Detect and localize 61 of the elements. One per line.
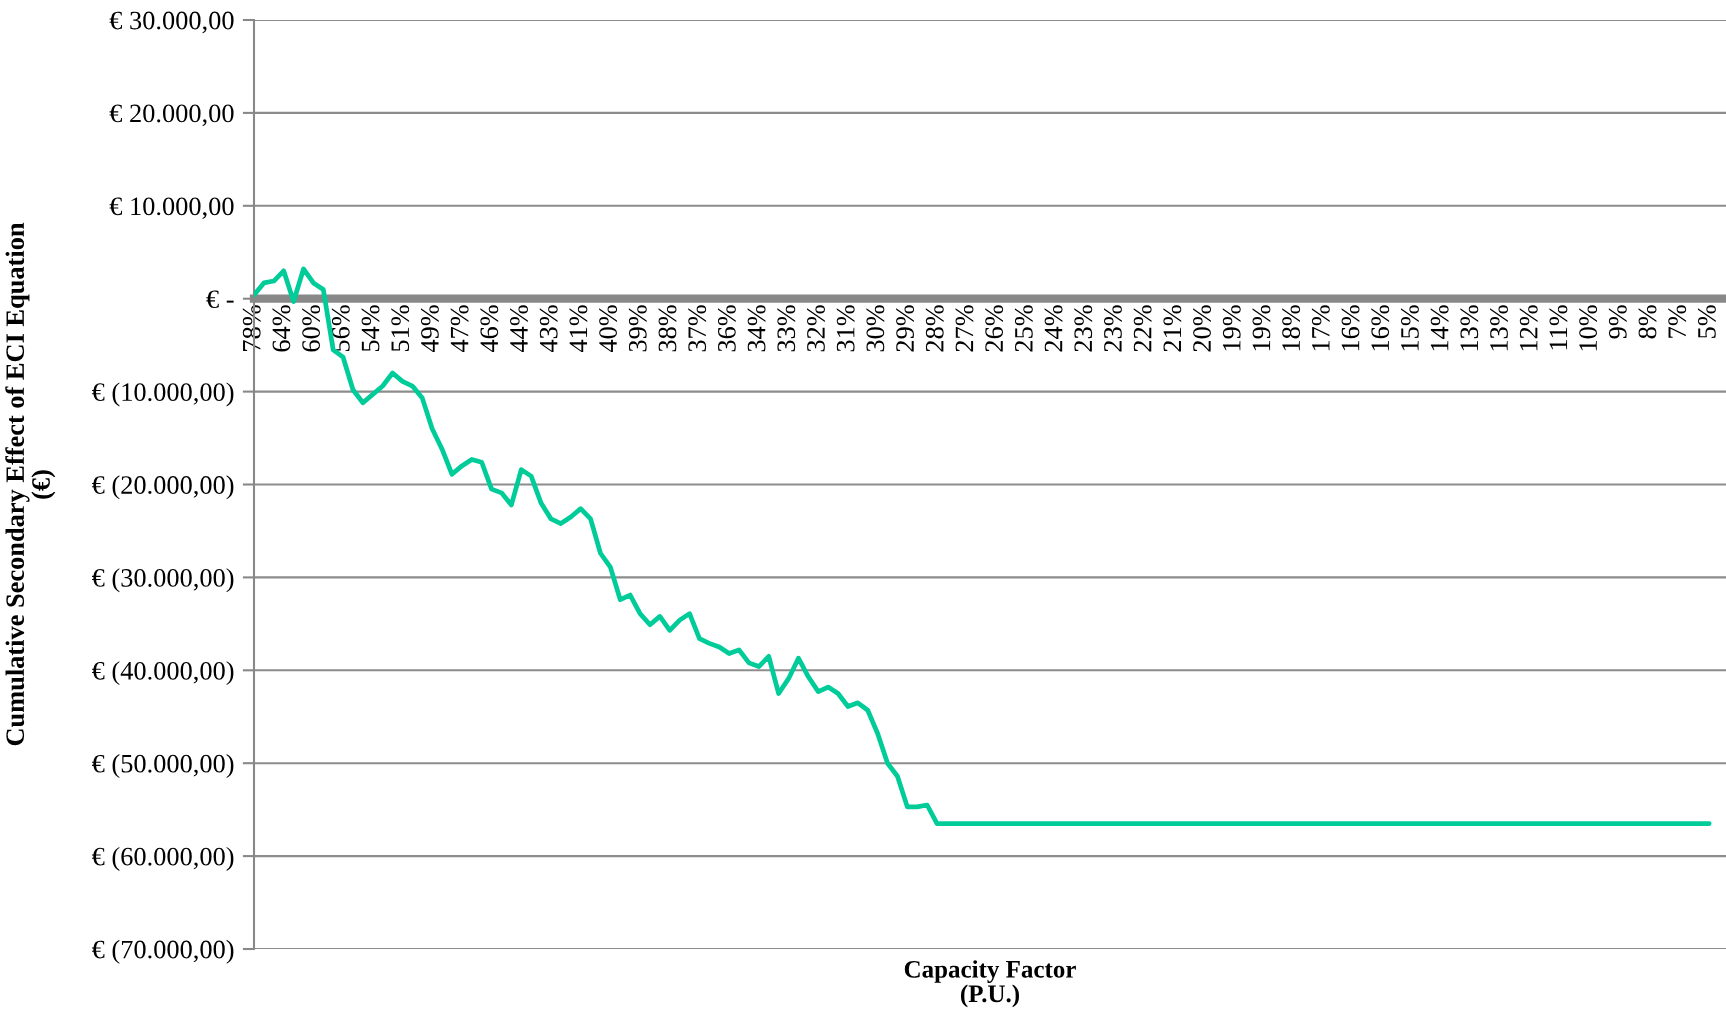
- x-tick-label: 18%: [1282, 305, 1301, 351]
- y-tick-label: € 30.000,00: [109, 11, 234, 34]
- x-tick-label: 10%: [1579, 305, 1598, 351]
- x-tick-label: 21%: [1163, 305, 1182, 352]
- x-tick-label: 5%: [1697, 305, 1716, 338]
- x-tick-label: 46%: [480, 305, 499, 353]
- x-tick-label: 7%: [1668, 305, 1687, 338]
- x-tick-label: 13%: [1490, 305, 1508, 351]
- x-tick-label: 22%: [1133, 305, 1152, 352]
- x-tick-label: 60%: [302, 305, 321, 352]
- y-tick-label: € -: [206, 290, 234, 309]
- x-tick-label: 47%: [450, 305, 469, 353]
- x-tick-label: 23%: [1104, 305, 1122, 352]
- x-tick-label: 23%: [1074, 305, 1093, 352]
- x-tick-label: 28%: [925, 305, 944, 352]
- x-tick-label: 43%: [539, 305, 558, 353]
- x-tick-label: 31%: [836, 305, 855, 352]
- x-tick-label: 14%: [1430, 305, 1449, 351]
- x-tick-label: 32%: [807, 305, 825, 352]
- x-tick-label: 12%: [1519, 305, 1538, 351]
- x-tick-label: 19%: [1252, 305, 1271, 351]
- x-tick-label: 25%: [1014, 305, 1033, 352]
- x-tick-label: 38%: [658, 305, 677, 352]
- x-tick-label: 40%: [599, 305, 618, 353]
- y-tick-label: € (30.000,00): [92, 568, 234, 593]
- y-tick-label: € (70.000,00): [92, 939, 234, 964]
- x-tick-label: 29%: [896, 305, 915, 352]
- x-tick-label: 19%: [1222, 305, 1241, 351]
- x-tick-label: 30%: [866, 305, 885, 352]
- x-tick-label: 37%: [688, 305, 707, 352]
- x-tick-label: 44%: [510, 305, 528, 353]
- y-tick-label: € (50.000,00): [92, 754, 234, 778]
- x-tick-label: 54%: [361, 305, 380, 352]
- y-tick-label: € 20.000,00: [109, 104, 234, 127]
- x-tick-label: 41%: [569, 305, 588, 353]
- x-tick-label: 11%: [1549, 305, 1568, 350]
- x-tick-label: 39%: [628, 305, 647, 352]
- x-tick-label: 64%: [272, 305, 291, 352]
- x-axis-title: Capacity Factor (P.U.): [904, 960, 1076, 1008]
- x-tick-label: 36%: [717, 305, 736, 352]
- x-tick-label: 49%: [420, 305, 439, 353]
- x-tick-label: 33%: [777, 305, 796, 352]
- y-axis-title: Cumulative Secondary Effect of ECI Equation (€): [5, 222, 56, 746]
- x-tick-label: 15%: [1400, 305, 1419, 351]
- x-tick-label: 13%: [1460, 305, 1479, 351]
- x-tick-label: 27%: [955, 305, 974, 352]
- x-tick-label: 17%: [1311, 305, 1330, 351]
- y-tick-label: € (20.000,00): [92, 475, 234, 500]
- x-tick-label: 24%: [1044, 305, 1063, 352]
- x-tick-label: 8%: [1638, 305, 1657, 339]
- y-tick-label: € 10.000,00: [109, 197, 234, 220]
- x-tick-label: 20%: [1193, 305, 1212, 352]
- x-tick-label: 34%: [747, 305, 766, 352]
- y-tick-label: € (40.000,00): [92, 661, 234, 686]
- y-tick-label: € (10.000,00): [92, 382, 234, 407]
- x-tick-label: 16%: [1341, 305, 1360, 351]
- x-tick-label: 51%: [391, 305, 410, 352]
- x-tick-label: 16%: [1371, 305, 1390, 351]
- y-tick-label: € (60.000,00): [92, 846, 234, 871]
- x-tick-label: 26%: [985, 305, 1004, 352]
- x-tick-label: 9%: [1608, 305, 1627, 339]
